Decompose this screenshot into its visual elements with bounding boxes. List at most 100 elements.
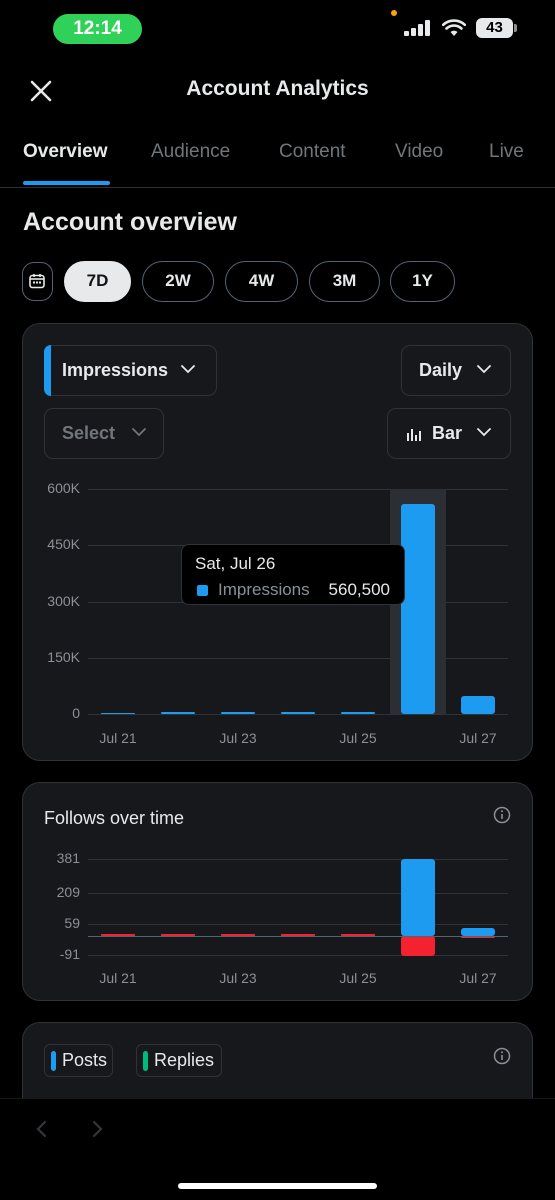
y-tick-label: 381 (56, 850, 80, 866)
chart-bar (101, 712, 135, 714)
status-icons: 43 (404, 18, 517, 38)
chart-bar (281, 934, 315, 936)
follows-card: Follows over time (22, 782, 533, 1001)
interval-dropdown-label: Daily (419, 360, 463, 380)
info-icon[interactable] (493, 806, 511, 824)
calendar-button[interactable] (22, 262, 53, 301)
y-tick-label: 300K (47, 592, 80, 609)
chart-type-label: Bar (432, 423, 463, 443)
page-title: Account Analytics (186, 77, 369, 100)
legend-posts-label: Posts (62, 1050, 108, 1070)
gridline (88, 893, 508, 894)
y-tick-label: 59 (64, 915, 80, 931)
compare-dropdown[interactable]: Select (44, 408, 164, 459)
gridline (88, 859, 508, 860)
tooltip-series-name: Impressions (218, 580, 310, 599)
x-tick-label: Jul 23 (219, 730, 257, 746)
home-indicator (178, 1183, 377, 1189)
x-tick-label: Jul 27 (459, 730, 497, 746)
cellular-signal-icon (404, 20, 430, 36)
chart-bar (461, 936, 495, 939)
chart-bar (401, 936, 435, 956)
interval-dropdown[interactable]: Daily (401, 345, 511, 396)
x-tick-label: Jul 21 (99, 730, 137, 746)
x-tick-label: Jul 25 (339, 970, 377, 986)
follows-card-title: Follows over time (44, 808, 185, 828)
gridline (88, 924, 508, 925)
x-tick-label: Jul 21 (99, 970, 137, 986)
wifi-icon (442, 19, 466, 36)
tab-overview[interactable]: Overview (23, 141, 108, 162)
close-icon[interactable] (26, 76, 56, 106)
active-tab-indicator (23, 181, 110, 185)
battery-icon: 43 (476, 18, 517, 38)
chart-bar (461, 696, 495, 714)
impressions-card: Impressions Daily Select Bar (22, 323, 533, 761)
chart-bar (461, 927, 495, 936)
y-tick-label: 150K (47, 648, 80, 665)
gridline (88, 955, 508, 956)
tooltip-series-swatch (197, 585, 208, 596)
legend-replies[interactable]: Replies (136, 1044, 222, 1077)
replies-color-swatch (143, 1051, 148, 1071)
chart-bar (221, 712, 255, 714)
info-icon[interactable] (493, 1047, 511, 1065)
chevron-down-icon (132, 428, 146, 437)
chart-tooltip: Sat, Jul 26 Impressions 560,500 (181, 544, 405, 605)
x-tick-label: Jul 25 (339, 730, 377, 746)
y-tick-label: -91 (59, 946, 80, 962)
chart-bar (161, 934, 195, 936)
zero-line (88, 936, 508, 937)
gridline (88, 714, 508, 715)
metric-dropdown[interactable]: Impressions (44, 345, 217, 396)
chevron-down-icon (477, 365, 491, 374)
metric-color-swatch (44, 345, 51, 396)
tooltip-value: 560,500 (328, 580, 390, 599)
y-tick-label: 0 (72, 705, 80, 721)
chart-bar (341, 934, 375, 936)
legend-replies-label: Replies (154, 1050, 215, 1070)
section-title: Account overview (23, 208, 237, 236)
chart-bar (341, 712, 375, 714)
y-tick-label: 450K (47, 536, 80, 553)
range-2w-chip[interactable]: 2W (142, 261, 214, 302)
x-tick-label: Jul 23 (219, 970, 257, 986)
chart-bar (101, 934, 135, 936)
tab-bar: Overview Audience Content Video Live (0, 120, 555, 188)
forward-arrow-icon[interactable] (87, 1119, 107, 1139)
tab-audience[interactable]: Audience (151, 141, 231, 162)
x-tick-label: Jul 27 (459, 970, 497, 986)
range-3m-chip[interactable]: 3M (309, 261, 380, 302)
chart-bar (161, 712, 195, 714)
privacy-indicator-dot (391, 10, 397, 16)
y-tick-label: 600K (47, 480, 80, 496)
chevron-down-icon (477, 428, 491, 437)
tab-content[interactable]: Content (279, 141, 346, 162)
metric-dropdown-label: Impressions (62, 360, 169, 380)
tab-video[interactable]: Video (395, 141, 444, 162)
gridline (88, 489, 508, 490)
status-time: 12:14 (53, 14, 142, 44)
compare-dropdown-placeholder: Select (62, 423, 116, 443)
posts-color-swatch (51, 1051, 56, 1071)
tab-live[interactable]: Live (489, 141, 524, 162)
bar-chart-icon (407, 429, 421, 441)
status-bar: 12:14 43 (0, 0, 555, 60)
header: Account Analytics (0, 60, 555, 120)
range-4w-chip[interactable]: 4W (225, 261, 298, 302)
chart-bar (281, 712, 315, 714)
legend-posts[interactable]: Posts (44, 1044, 113, 1077)
range-7d-chip[interactable]: 7D (64, 261, 131, 302)
tooltip-date: Sat, Jul 26 (195, 554, 276, 573)
chart-type-dropdown[interactable]: Bar (387, 408, 511, 459)
chart-bar (401, 503, 435, 714)
range-1y-chip[interactable]: 1Y (390, 261, 455, 302)
bottom-bar (0, 1098, 555, 1200)
back-arrow-icon[interactable] (32, 1119, 52, 1139)
y-tick-label: 209 (56, 884, 80, 900)
gridline (88, 657, 508, 659)
chart-bar (401, 859, 435, 936)
chart-bar (221, 934, 255, 936)
chevron-down-icon (181, 365, 195, 374)
calendar-icon (29, 274, 45, 289)
